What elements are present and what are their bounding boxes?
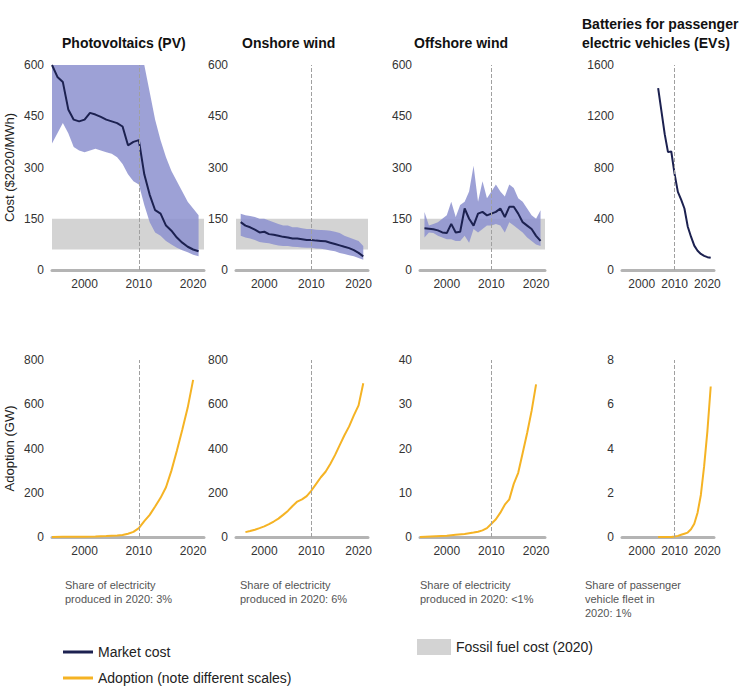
svg-text:Adoption (note different scale: Adoption (note different scales)	[98, 670, 292, 686]
svg-text:2010: 2010	[478, 277, 505, 291]
svg-text:Offshore wind: Offshore wind	[414, 35, 508, 51]
svg-text:2020: 2020	[694, 544, 721, 558]
svg-text:10: 10	[399, 486, 413, 500]
svg-text:2000: 2000	[71, 544, 98, 558]
svg-text:300: 300	[392, 161, 412, 175]
svg-text:0: 0	[607, 530, 614, 544]
svg-text:30: 30	[399, 397, 413, 411]
svg-text:2020: 2020	[523, 277, 550, 291]
svg-text:600: 600	[392, 58, 412, 72]
svg-text:Onshore wind: Onshore wind	[242, 35, 335, 51]
svg-text:0: 0	[37, 263, 44, 277]
svg-text:Share of electricity: Share of electricity	[420, 579, 514, 591]
svg-text:Share of electricity: Share of electricity	[65, 579, 159, 591]
svg-text:Share of electricity: Share of electricity	[240, 579, 334, 591]
svg-text:1200: 1200	[587, 109, 614, 123]
svg-text:Photovoltaics (PV): Photovoltaics (PV)	[62, 35, 186, 51]
svg-text:0: 0	[405, 263, 412, 277]
svg-text:600: 600	[208, 397, 228, 411]
svg-text:2020: 2020	[694, 277, 721, 291]
svg-text:300: 300	[24, 161, 44, 175]
svg-text:2000: 2000	[628, 544, 655, 558]
svg-text:0: 0	[405, 530, 412, 544]
svg-text:2010: 2010	[478, 544, 505, 558]
svg-text:2: 2	[607, 486, 614, 500]
svg-text:produced in 2020: 3%: produced in 2020: 3%	[65, 593, 172, 605]
svg-text:2000: 2000	[628, 277, 655, 291]
svg-text:0: 0	[37, 530, 44, 544]
svg-text:200: 200	[24, 486, 44, 500]
svg-text:electric vehicles (EVs): electric vehicles (EVs)	[582, 35, 730, 51]
svg-text:2020: 2020	[523, 544, 550, 558]
svg-text:6: 6	[607, 397, 614, 411]
svg-text:200: 200	[208, 486, 228, 500]
svg-text:800: 800	[208, 353, 228, 367]
svg-text:800: 800	[594, 161, 614, 175]
svg-text:400: 400	[594, 212, 614, 226]
svg-text:2000: 2000	[251, 277, 278, 291]
svg-text:Cost ($2020/MWh): Cost ($2020/MWh)	[2, 113, 17, 222]
svg-text:40: 40	[399, 353, 413, 367]
svg-text:400: 400	[208, 442, 228, 456]
svg-text:Market cost: Market cost	[98, 644, 170, 660]
svg-text:Adoption (GW): Adoption (GW)	[2, 406, 17, 492]
svg-text:2010: 2010	[661, 544, 688, 558]
svg-text:2010: 2010	[298, 277, 325, 291]
svg-text:2000: 2000	[251, 544, 278, 558]
svg-text:150: 150	[392, 212, 412, 226]
svg-text:0: 0	[221, 263, 228, 277]
svg-text:Batteries for passenger: Batteries for passenger	[582, 16, 742, 32]
svg-text:300: 300	[208, 161, 228, 175]
svg-text:2000: 2000	[433, 544, 460, 558]
svg-text:Share of passenger: Share of passenger	[585, 579, 684, 591]
svg-text:8: 8	[607, 353, 614, 367]
svg-text:450: 450	[392, 109, 412, 123]
svg-text:2010: 2010	[126, 544, 153, 558]
svg-text:800: 800	[24, 353, 44, 367]
svg-text:150: 150	[208, 212, 228, 226]
svg-text:2000: 2000	[433, 277, 460, 291]
svg-text:2010: 2010	[661, 277, 688, 291]
svg-text:450: 450	[24, 109, 44, 123]
svg-text:600: 600	[24, 58, 44, 72]
svg-text:2010: 2010	[298, 544, 325, 558]
svg-text:0: 0	[607, 263, 614, 277]
svg-text:0: 0	[221, 530, 228, 544]
svg-text:2020: 2020	[180, 277, 207, 291]
svg-text:1600: 1600	[587, 58, 614, 72]
svg-text:600: 600	[208, 58, 228, 72]
svg-text:produced in 2020: 6%: produced in 2020: 6%	[240, 593, 347, 605]
svg-text:2000: 2000	[71, 277, 98, 291]
svg-text:2020: 2020	[180, 544, 207, 558]
svg-text:Fossil fuel cost (2020): Fossil fuel cost (2020)	[456, 639, 593, 655]
svg-text:4: 4	[607, 442, 614, 456]
svg-text:produced in 2020: <1%: produced in 2020: <1%	[420, 593, 534, 605]
svg-text:2020: 1%: 2020: 1%	[585, 607, 632, 619]
svg-text:400: 400	[24, 442, 44, 456]
svg-text:vehicle fleet in: vehicle fleet in	[585, 593, 658, 605]
svg-text:600: 600	[24, 397, 44, 411]
svg-text:150: 150	[24, 212, 44, 226]
svg-text:450: 450	[208, 109, 228, 123]
svg-text:2020: 2020	[345, 277, 372, 291]
svg-text:2020: 2020	[345, 544, 372, 558]
svg-text:20: 20	[399, 442, 413, 456]
svg-text:2010: 2010	[126, 277, 153, 291]
